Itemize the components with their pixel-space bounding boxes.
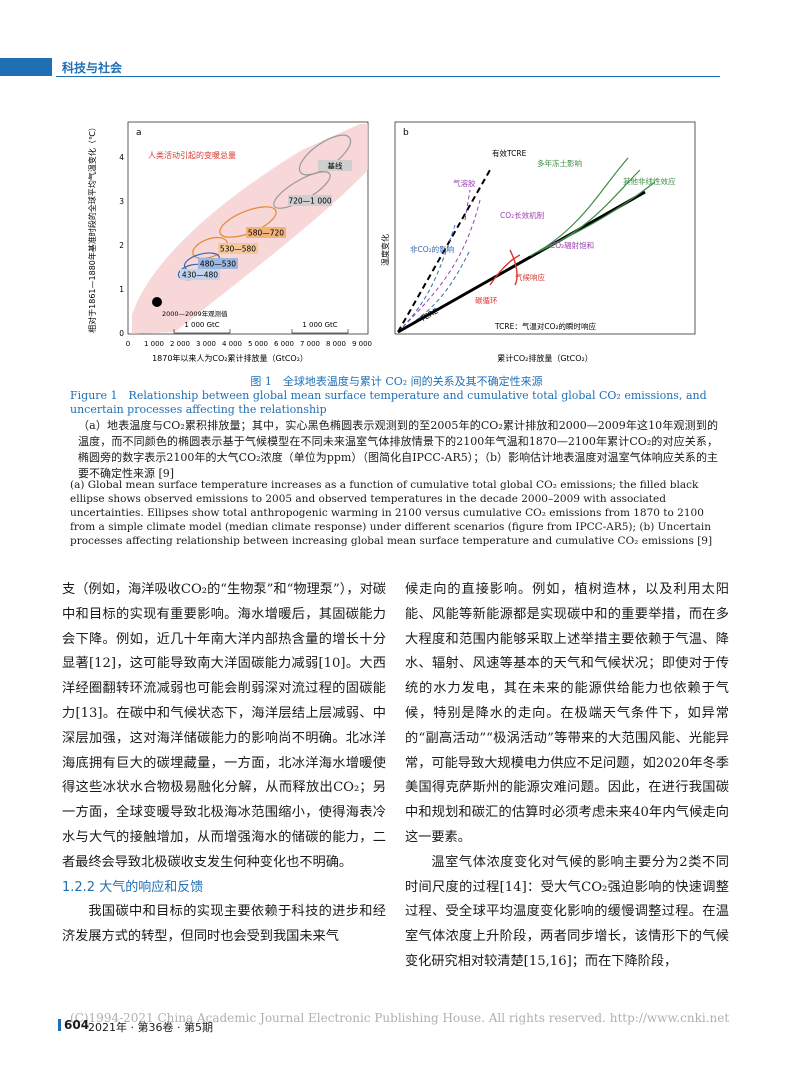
ellipse-530-580 — [192, 236, 228, 260]
label-carbon-cycle: 碳循环 — [475, 295, 498, 305]
y-axis-label-b: 温度变化 — [380, 234, 390, 266]
label-non-co2: 非CO₂的影响 — [410, 244, 454, 254]
figure-title-en: Figure 1 Relationship between global mea… — [70, 389, 707, 416]
y-tick: 0 — [119, 329, 124, 338]
panel-a-label: a — [136, 128, 142, 138]
label-climate-response: 气候响应 — [515, 272, 545, 282]
label-530-580: 530—580 — [220, 245, 256, 254]
paragraph: 温室气体浓度变化对气候的影响主要分为2类不同时间尺度的过程[14]：受大气CO₂… — [405, 854, 729, 969]
paragraph: 候走向的直接影响。例如，植树造林，以及利用太阳能、风能等新能源都是实现碳中和的重… — [405, 582, 729, 845]
label-radiative-saturation: CO₂辐射饱和 — [550, 240, 594, 250]
label-co2-long-term: CO₂长效机制 — [500, 210, 544, 220]
label-permafrost: 多年冻土影响 — [537, 158, 582, 168]
label-aerosols: 气溶胶 — [453, 178, 476, 188]
figure-caption-en: (a) Global mean surface temperature incr… — [70, 479, 713, 547]
x-tick: 5 000 — [248, 340, 268, 348]
observed-label: 2000—2009年观测值 — [162, 309, 228, 318]
x-tick: 7 000 — [300, 340, 320, 348]
x-axis-label-b: 累计CO₂排放量（GtCO₂） — [497, 353, 593, 363]
y-axis-label: 相对于1861—1880年基准时段的全球平均气温变化（℃） — [87, 123, 97, 333]
issue-info: 2021年 · 第36卷 · 第5期 — [88, 1021, 213, 1034]
x-tick: 9 000 — [352, 340, 372, 348]
y-tick: 3 — [119, 197, 124, 206]
label-580-720: 580—720 — [248, 229, 284, 238]
left-column: 支（例如，海洋吸收CO₂的“生物泵”和“物理泵”），对碳中和目标的实现有重要影响… — [62, 578, 386, 950]
label-baseline: 基线 — [328, 161, 343, 171]
figure-title-cn: 图 1 全球地表温度与累计 CO₂ 间的关系及其不确定性来源 — [250, 375, 543, 388]
band-label: 人类活动引起的变暖总量 — [148, 150, 236, 160]
panel-a: 基线 720—1 000 580—720 530—580 480—530 430… — [87, 121, 372, 363]
footer-accent — [58, 1019, 61, 1031]
label-tcre: TCRE — [418, 306, 440, 324]
label-nonlinear: 其他非线性效应 — [623, 176, 676, 186]
tcre-line — [397, 190, 646, 334]
x-tick: 2 000 — [170, 340, 190, 348]
x-tick: 6 000 — [274, 340, 294, 348]
figure-1: 基线 720—1 000 580—720 530—580 480—530 430… — [87, 121, 696, 363]
right-column: 候走向的直接影响。例如，植树造林，以及利用太阳能、风能等新能源都是实现碳中和的重… — [405, 578, 729, 975]
x-tick: 1 000 — [144, 340, 164, 348]
figure-caption-cn: （a）地表温度与CO₂累积排放量；其中，实心黑色椭圆表示观测到的至2005年的C… — [78, 419, 718, 480]
header-accent-bar — [0, 58, 52, 76]
page-number: 604 — [64, 1018, 90, 1032]
label-tcre-legend: TCRE：气温对CO₂的瞬时响应 — [494, 321, 596, 331]
panel-b-label: b — [403, 128, 409, 138]
x-tick: 8 000 — [326, 340, 346, 348]
paragraph: 我国碳中和目标的实现主要依赖于科技的进步和经济发展方式的转型，但同时也会受到我国… — [62, 904, 386, 945]
label-430-480: 430—480 — [182, 271, 218, 280]
bracket-label-2: 1 000 GtC — [302, 321, 337, 329]
observed-ellipse — [152, 297, 162, 307]
x-axis-label: 1870年以来人为CO₂累计排放量（GtCO₂） — [152, 353, 308, 363]
label-480-530: 480—530 — [200, 260, 236, 269]
section-heading: 1.2.2 大气的响应和反馈 — [62, 879, 204, 895]
x-tick: 3 000 — [196, 340, 216, 348]
watermark: (C)1994-2021 China Academic Journal Elec… — [70, 1011, 730, 1025]
bracket-label-1: 1 000 GtC — [184, 321, 219, 329]
x-tick: 4 000 — [222, 340, 242, 348]
y-tick: 4 — [119, 153, 124, 162]
x-tick: 0 — [126, 340, 130, 348]
section-header: 科技与社会 — [62, 61, 123, 75]
panel-b: b 有效TCRE 多年冻土影响 气溶胶 其他非线性效应 CO₂长效机制 非CO₂… — [380, 121, 696, 363]
header-rule — [56, 76, 720, 77]
label-720-1000: 720—1 000 — [288, 197, 332, 206]
label-effective-tcre: 有效TCRE — [492, 148, 527, 158]
y-tick: 2 — [119, 241, 124, 250]
y-tick: 1 — [119, 285, 124, 294]
paragraph: 支（例如，海洋吸收CO₂的“生物泵”和“物理泵”），对碳中和目标的实现有重要影响… — [62, 582, 386, 870]
